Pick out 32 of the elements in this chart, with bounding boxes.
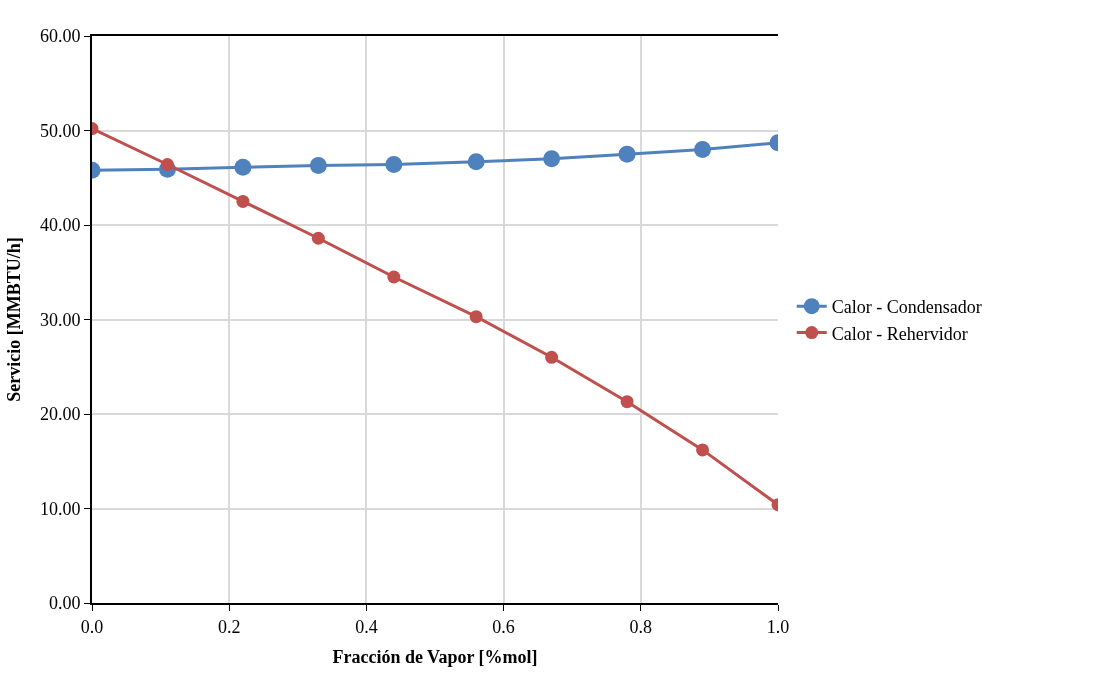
y-tick-label: 40.00	[39, 215, 81, 236]
point	[620, 395, 634, 409]
point	[160, 158, 174, 172]
y-tick-label: 30.00	[39, 309, 81, 330]
point	[387, 270, 401, 284]
x-tick-label: 0.0	[80, 616, 104, 637]
y-tick-label: 0.00	[48, 593, 81, 614]
x-tick-label: 0.6	[492, 616, 515, 637]
point	[618, 145, 636, 163]
x-tick-label: 1.0	[766, 616, 790, 637]
x-tick-label: 0.8	[629, 616, 653, 637]
x-tick-label: 0.2	[217, 616, 241, 637]
legend-label: Calor - Rehervidor	[831, 323, 968, 344]
y-tick-label: 60.00	[39, 26, 81, 47]
point	[545, 350, 559, 364]
point	[309, 156, 327, 174]
legend-label: Calor - Condensador	[831, 297, 982, 318]
y-tick-label: 20.00	[39, 404, 81, 425]
point	[311, 231, 325, 245]
y-tick-label: 10.00	[39, 498, 81, 519]
point	[694, 140, 712, 158]
point	[469, 310, 483, 324]
point	[696, 443, 710, 457]
point	[234, 158, 252, 176]
point	[467, 153, 485, 171]
y-tick-label: 50.00	[39, 120, 81, 141]
x-tick-label: 0.4	[355, 616, 378, 637]
point	[236, 194, 250, 208]
point	[385, 156, 403, 174]
point	[543, 150, 561, 168]
x-axis-title: Fracción de Vapor [%mol]	[332, 647, 538, 668]
y-axis-title: Servicio [MMBTU/h]	[3, 237, 24, 402]
